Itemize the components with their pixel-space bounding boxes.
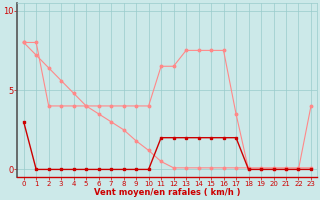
- X-axis label: Vent moyen/en rafales ( km/h ): Vent moyen/en rafales ( km/h ): [94, 188, 241, 197]
